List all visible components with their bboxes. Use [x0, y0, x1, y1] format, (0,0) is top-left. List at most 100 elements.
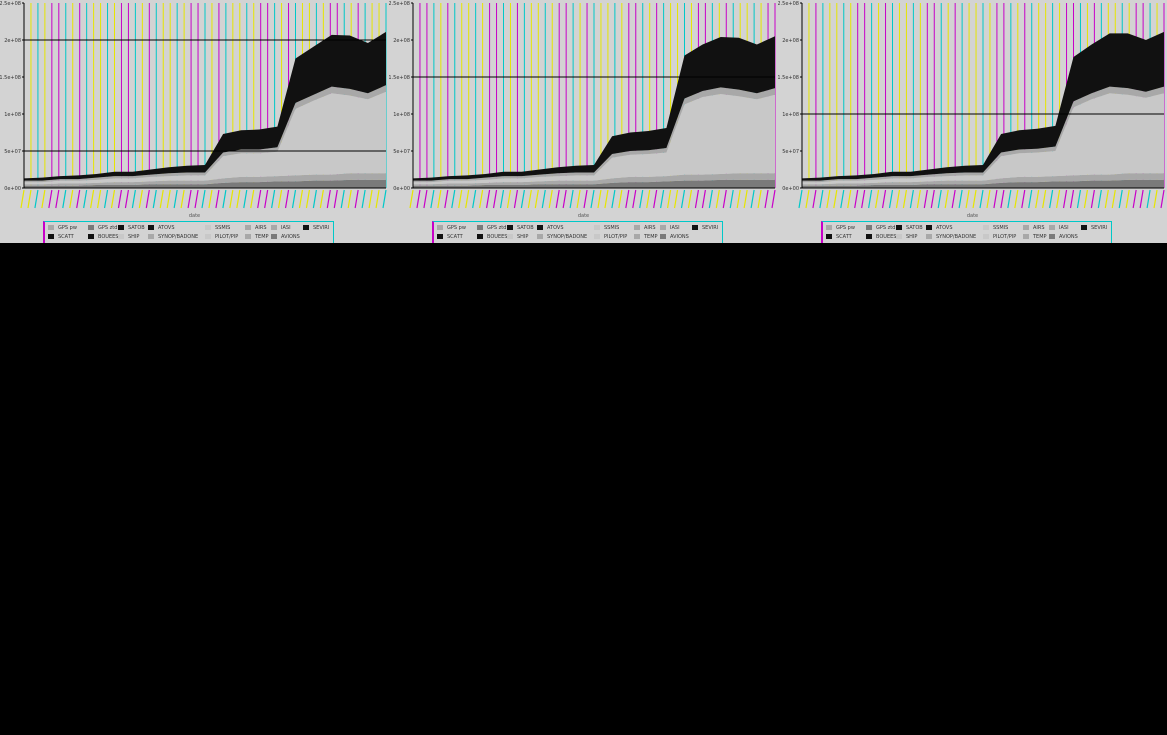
legend-swatch [594, 225, 600, 230]
x-tick-mark [271, 189, 276, 209]
legend-label: SATOB [906, 225, 923, 231]
legend-swatch [660, 225, 666, 230]
legend-label: GPS ztd [487, 225, 507, 231]
legend-swatch [983, 234, 989, 239]
x-tick-mark [222, 189, 227, 209]
x-tick-mark [103, 189, 109, 209]
x-tick-mark [451, 189, 456, 209]
legend-item: GPS pw [48, 224, 77, 232]
legend-swatch [1049, 234, 1055, 239]
x-tick-mark [805, 189, 810, 209]
legend-item: IASI [1049, 224, 1069, 232]
legend-item: GPS pw [826, 224, 855, 232]
legend-item: ATOVS [537, 224, 564, 232]
legend-swatch [477, 234, 483, 239]
legend-item: PILOT/PIP [983, 233, 1016, 241]
x-tick-mark [20, 189, 25, 209]
legend-label: PILOT/PIP [604, 234, 628, 240]
x-tick-mark [750, 189, 755, 209]
x-tick-mark [576, 189, 581, 209]
legend-label: SHIP [906, 234, 918, 240]
x-tick-mark [1160, 189, 1165, 209]
x-tick-mark [1007, 189, 1012, 209]
x-tick-mark [110, 189, 116, 209]
x-tick-mark [1139, 189, 1144, 209]
legend-swatch [205, 234, 211, 239]
x-tick-mark [472, 189, 477, 209]
legend-label: AVIONS [670, 234, 689, 240]
legend-label: SEVIRI [702, 225, 719, 231]
legend-item: IASI [660, 224, 680, 232]
y-tick-label: 2.5e+08 [0, 1, 21, 7]
x-tick-mark [958, 189, 963, 209]
legend-item: ATOVS [148, 224, 175, 232]
legend-item: SYNOP/BADONE [537, 233, 587, 241]
legend-swatch [1023, 225, 1029, 230]
x-tick-mark [257, 189, 262, 209]
x-tick-mark [972, 189, 977, 209]
legend-swatch [634, 225, 640, 230]
x-tick-mark [1125, 189, 1130, 209]
legend-label: SATOB [517, 225, 534, 231]
area-series-2 [24, 173, 386, 186]
x-tick-mark [527, 189, 532, 209]
x-tick-mark [361, 189, 366, 209]
x-tick-mark [229, 189, 234, 209]
y-tick-label: 5e+07 [782, 149, 799, 155]
x-tick-mark [874, 189, 880, 209]
legend-swatch [896, 234, 902, 239]
legend-swatch [866, 225, 872, 230]
x-tick-mark [485, 189, 491, 209]
x-tick-mark [743, 189, 748, 209]
x-tick-mark [909, 189, 914, 209]
legend-item: SCATT [48, 233, 74, 241]
legend-item: AVIONS [660, 233, 689, 241]
x-tick-mark [1062, 189, 1068, 209]
x-tick-mark [701, 189, 706, 209]
legend-swatch [88, 225, 94, 230]
x-tick-mark [1042, 189, 1047, 209]
x-tick-mark [555, 189, 560, 209]
x-tick-mark [930, 189, 935, 209]
legend-swatch [983, 225, 989, 230]
x-tick-mark [1132, 189, 1137, 209]
legend-label: GPS ztd [98, 225, 118, 231]
legend-swatch [896, 225, 902, 230]
legend-label: IASI [670, 225, 680, 231]
x-tick-mark [506, 189, 512, 209]
x-tick-mark [305, 189, 311, 209]
legend-swatch [926, 225, 932, 230]
x-tick-mark [375, 189, 380, 209]
legend-item: SCATT [826, 233, 852, 241]
legend-item: AIRS [245, 224, 267, 232]
x-tick-mark [986, 189, 991, 209]
x-tick-mark [1153, 189, 1158, 209]
legend-label: SYNOP/BADONE [158, 234, 199, 240]
x-tick-mark [96, 189, 102, 209]
x-tick-mark [895, 189, 901, 209]
x-tick-mark [833, 189, 838, 209]
x-tick-mark [993, 189, 998, 209]
chart-panel-3: 0e+00 5e+07 1e+08 1.5e+08 2e+08 2.5e+08 date … [778, 0, 1167, 243]
x-tick-mark [312, 189, 317, 209]
area-series-3 [24, 91, 386, 185]
y-tick-label: 2.5e+08 [389, 1, 410, 7]
legend-item: AVIONS [271, 233, 300, 241]
stacked-area-chart-3: 0e+00 5e+07 1e+08 1.5e+08 2e+08 2.5e+08 [778, 1, 1165, 209]
x-tick-mark [444, 189, 449, 209]
legend-item: TEMP [634, 233, 658, 241]
x-tick-mark [326, 189, 331, 209]
x-tick-mark [722, 189, 727, 209]
legend-label: ATOVS [547, 225, 564, 231]
y-tick-label: 2e+08 [782, 38, 799, 44]
x-tick-mark [479, 189, 484, 209]
x-tick-mark [861, 189, 866, 209]
x-tick-mark [201, 189, 206, 209]
legend-item: SHIP [507, 233, 528, 241]
x-tick-mark [145, 189, 150, 209]
x-tick-mark [1118, 189, 1123, 209]
legend-label: SSMIS [993, 225, 1009, 231]
x-tick-mark [62, 189, 67, 209]
legend-swatch [537, 234, 543, 239]
legend-label: SCATT [447, 234, 463, 240]
